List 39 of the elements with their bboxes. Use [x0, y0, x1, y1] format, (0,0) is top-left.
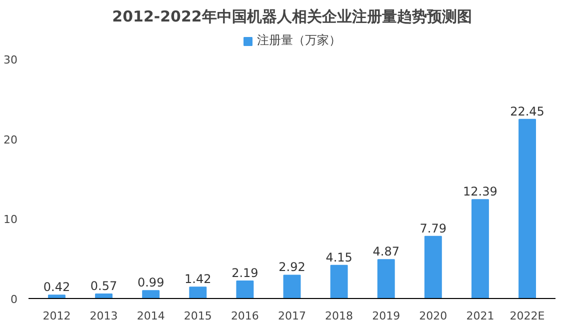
bar [48, 294, 66, 298]
data-label: 0.99 [137, 276, 164, 290]
data-label: 22.45 [510, 104, 544, 118]
data-label: 2.92 [278, 260, 306, 274]
x-tick-label: 2020 [419, 310, 448, 322]
x-tick-label: 2012 [42, 310, 71, 322]
y-tick-label: 20 [4, 133, 18, 146]
data-label: 2.19 [232, 266, 258, 280]
data-label: 12.39 [463, 184, 498, 199]
bar [518, 118, 536, 298]
data-label: 7.79 [420, 221, 447, 236]
bar [424, 236, 442, 298]
data-label: 4.15 [326, 250, 352, 264]
x-tick-label: 2013 [90, 310, 118, 322]
x-tick-label: 2015 [184, 310, 212, 322]
y-tick-label: 0 [10, 293, 18, 306]
bar [283, 274, 301, 298]
x-tick-label: 2017 [278, 310, 306, 322]
data-label: 1.42 [184, 272, 212, 286]
bar [189, 286, 207, 298]
x-tick-label: 2021 [466, 310, 494, 322]
x-tick-label: 2022E [510, 310, 545, 322]
y-tick-label: 30 [4, 54, 18, 67]
data-label: 0.42 [43, 280, 70, 294]
x-tick-label: 2019 [372, 310, 400, 322]
bar [377, 259, 395, 298]
x-tick-label: 2018 [325, 310, 354, 322]
legend-label: 注册量（万家） [257, 32, 341, 49]
bar [95, 293, 113, 298]
x-tick-label: 2016 [230, 310, 259, 322]
data-label: 0.57 [90, 278, 118, 293]
data-label: 4.87 [372, 244, 400, 259]
bar [330, 264, 348, 298]
bar [471, 199, 489, 298]
bar [236, 280, 254, 298]
x-tick-label: 2014 [136, 310, 165, 322]
bar [142, 290, 160, 298]
chart-title: 2012-2022年中国机器人相关企业注册量趋势预测图 [112, 8, 472, 26]
y-tick-label: 10 [4, 213, 18, 226]
